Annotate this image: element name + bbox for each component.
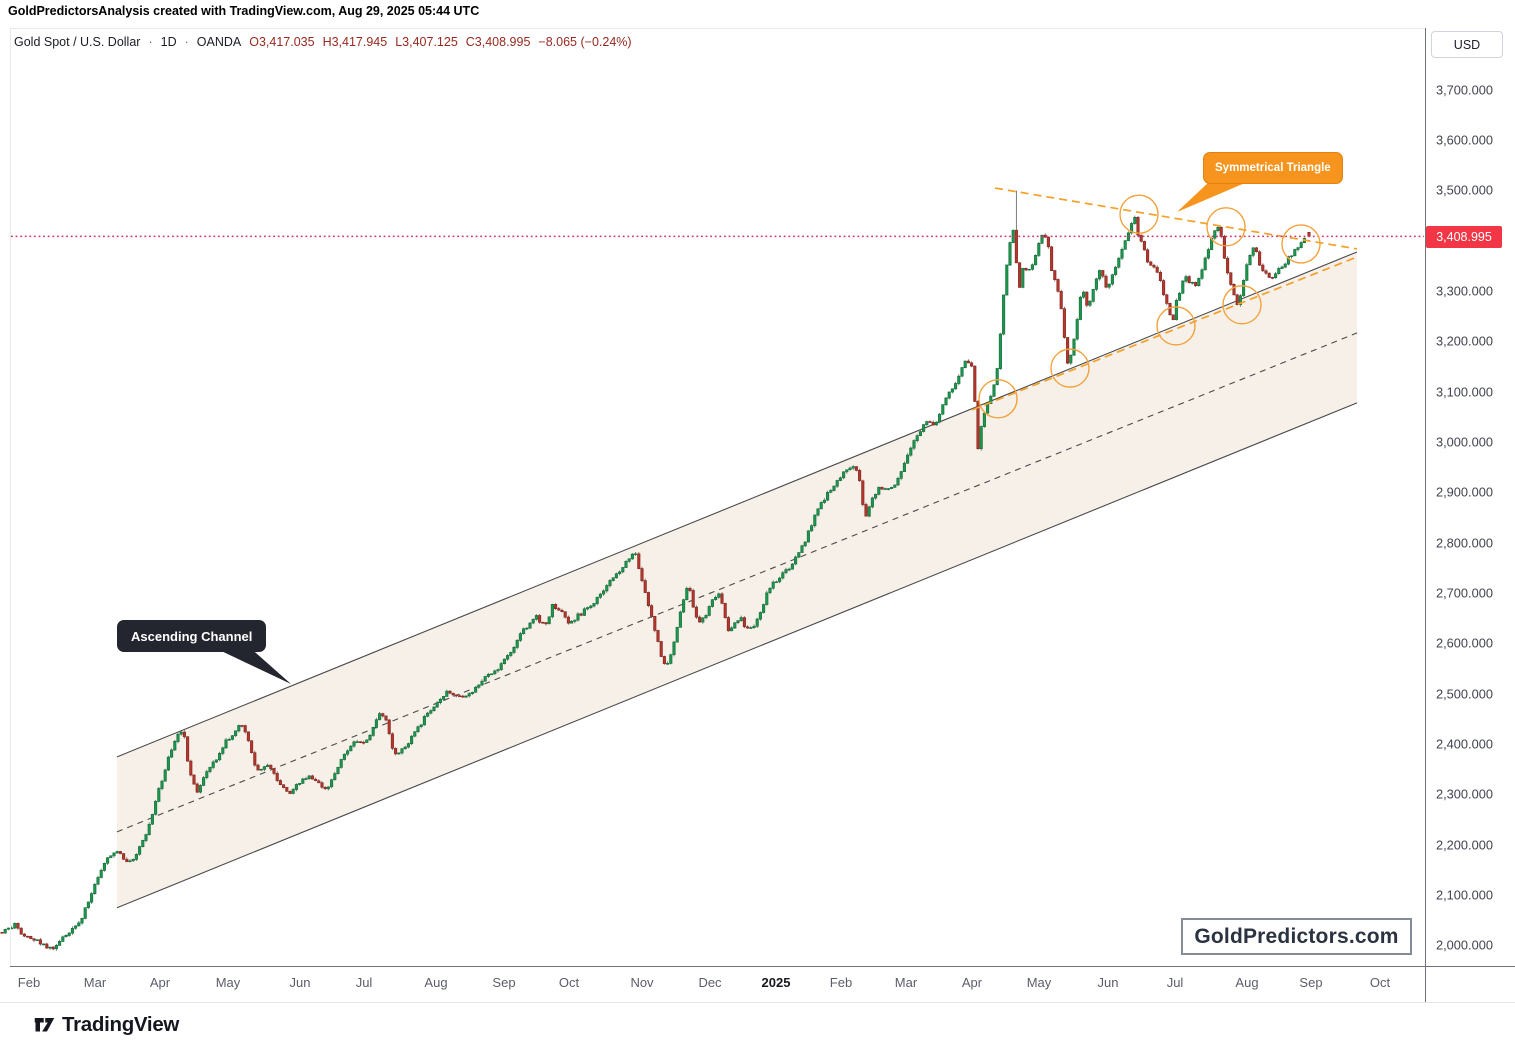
time-tick-label: Aug — [424, 975, 448, 990]
price-tick-label: 2,400.000 — [1436, 736, 1493, 752]
touch-point-circle — [1222, 285, 1262, 325]
time-tick-label: Apr — [149, 975, 171, 990]
time-tick-label: Dec — [698, 975, 722, 990]
time-tick-label: May — [215, 975, 241, 990]
attribution-bar: GoldPredictorsAnalysis created with Trad… — [8, 4, 480, 18]
touch-point-circle — [1206, 207, 1246, 247]
ascending-channel-upper-line — [116, 251, 1358, 758]
price-tick-label: 2,300.000 — [1436, 786, 1493, 802]
tradingview-logo-icon — [34, 1017, 55, 1031]
currency-toggle-button[interactable]: USD — [1431, 31, 1503, 58]
symbol-header: Gold Spot / U.S. Dollar · 1D · OANDA O3,… — [14, 35, 632, 49]
triangle-upper-trendline — [994, 187, 1358, 250]
separator-dot: · — [184, 35, 189, 49]
time-tick-label: Sep — [1299, 975, 1323, 990]
ascending-channel-callout[interactable]: Ascending Channel — [117, 620, 267, 652]
price-tick-label: 2,100.000 — [1436, 887, 1493, 903]
price-tick-label: 3,000.000 — [1436, 434, 1493, 450]
time-tick-label: May — [1026, 975, 1052, 990]
touch-point-circle — [1050, 348, 1090, 388]
price-tick-label: 3,700.000 — [1436, 82, 1493, 98]
price-tick-label: 3,200.000 — [1436, 333, 1493, 349]
time-tick-label: Jun — [289, 975, 311, 990]
time-tick-label: Oct — [558, 975, 580, 990]
candles-down — [0, 217, 1311, 950]
time-tick-label: Nov — [630, 975, 654, 990]
time-tick-label: Mar — [83, 975, 107, 990]
price-tick-label: 3,300.000 — [1436, 283, 1493, 299]
time-tick-label: Jun — [1097, 975, 1119, 990]
ohlc-open: O3,417.035 — [249, 35, 315, 49]
price-tick-label: 2,700.000 — [1436, 585, 1493, 601]
price-tick-label: 2,000.000 — [1436, 937, 1493, 953]
time-tick-label: Apr — [961, 975, 983, 990]
footer-bar — [0, 1002, 1515, 1059]
touch-point-circle — [1156, 306, 1196, 346]
separator-dot: · — [148, 35, 153, 49]
price-tick-label: 3,100.000 — [1436, 384, 1493, 400]
price-tick-label: 2,200.000 — [1436, 837, 1493, 853]
symmetrical-triangle-callout[interactable]: Symmetrical Triangle — [1203, 152, 1343, 184]
price-tick-label: 3,500.000 — [1436, 182, 1493, 198]
price-tick-label: 2,800.000 — [1436, 535, 1493, 551]
time-tick-label: Sep — [492, 975, 516, 990]
candles-up — [3, 217, 1306, 950]
time-tick-label: Jul — [1166, 975, 1184, 990]
tradingview-brand-text: TradingView — [62, 1013, 180, 1036]
ascending-channel-lower-line — [116, 402, 1358, 909]
ascending-channel-fill — [117, 251, 1357, 908]
exchange-label: OANDA — [196, 35, 242, 49]
price-tick-label: 3,600.000 — [1436, 132, 1493, 148]
price-tick-label: 2,500.000 — [1436, 686, 1493, 702]
time-tick-label: Mar — [894, 975, 918, 990]
ascending-channel-midline — [116, 332, 1358, 833]
price-change: −8.065 (−0.24%) — [538, 35, 632, 49]
time-tick-label: Aug — [1235, 975, 1259, 990]
time-tick-label: Oct — [1369, 975, 1391, 990]
timeframe-label[interactable]: 1D — [160, 35, 177, 49]
touch-point-circle — [1281, 224, 1321, 264]
price-tick-label: 2,600.000 — [1436, 635, 1493, 651]
ohlc-high: H3,417.945 — [322, 35, 388, 49]
time-tick-label: Feb — [17, 975, 41, 990]
touch-point-circle — [978, 379, 1018, 419]
price-tick-label: 2,900.000 — [1436, 484, 1493, 500]
ascending-channel-callout-tail — [215, 645, 291, 684]
time-tick-label: 2025 — [761, 975, 791, 990]
ohlc-low: L3,407.125 — [395, 35, 458, 49]
symmetrical-triangle-callout-tail — [1177, 181, 1245, 212]
time-tick-label: Jul — [355, 975, 373, 990]
triangle-lower-trendline — [971, 256, 1358, 411]
time-tick-label: Feb — [829, 975, 853, 990]
goldpredictors-watermark: GoldPredictors.com — [1181, 918, 1412, 955]
ohlc-close: C3,408.995 — [465, 35, 531, 49]
touch-point-circle — [1119, 194, 1159, 234]
last-price-badge: 3,408.995 — [1426, 226, 1502, 248]
symbol-name[interactable]: Gold Spot / U.S. Dollar — [14, 35, 141, 49]
tradingview-logo[interactable]: TradingView — [34, 1013, 179, 1037]
